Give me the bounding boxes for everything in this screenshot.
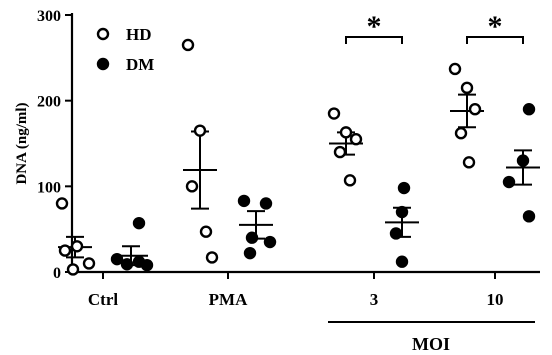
hd-point [327, 107, 341, 120]
dm-point [120, 258, 134, 271]
dm-point [245, 231, 259, 244]
moi-group-label: MOI [412, 334, 450, 354]
hd-point [70, 240, 84, 253]
hd-point [349, 133, 363, 146]
hd-point [82, 257, 96, 270]
x-tick-label: 10 [487, 290, 504, 309]
significance-star: * [367, 10, 382, 43]
hd-point [333, 145, 347, 159]
x-tick-label: Ctrl [88, 290, 118, 309]
hd-point [460, 81, 474, 95]
legend-dm-marker [96, 57, 110, 71]
legend-label: DM [126, 55, 154, 74]
y-axis-title: DNA (ng/ml) [14, 102, 30, 184]
hd-point [205, 251, 219, 264]
legend-label: HD [126, 25, 152, 44]
hd-point [55, 197, 69, 210]
hd-point [454, 127, 468, 140]
dm-point [395, 205, 409, 219]
hd-point [193, 124, 207, 137]
hd-point [462, 156, 476, 169]
y-tick-label: 0 [53, 265, 61, 282]
hd-point [448, 62, 462, 76]
dm-point [397, 181, 411, 195]
dm-point [259, 197, 273, 210]
y-tick-label: 300 [37, 8, 61, 25]
y-tick-label: 100 [37, 179, 61, 196]
significance-star: * [488, 10, 503, 43]
hd-point [181, 38, 195, 52]
hd-point [66, 263, 80, 276]
dm-point [110, 252, 124, 266]
dm-point [522, 103, 536, 116]
plot-area: 0 100 200 300 DNA (ng/ml) Ctrl PMA 3 10 MOI * * HD DM [14, 8, 540, 354]
dm-point [522, 210, 536, 223]
dm-point [237, 194, 251, 208]
dm-point [502, 175, 516, 189]
y-tick-label: 200 [37, 94, 61, 111]
dm-point [132, 216, 146, 230]
dm-point [395, 255, 409, 268]
legend-hd-marker [96, 27, 110, 41]
dm-point [516, 154, 530, 167]
significance-bracket [345, 36, 403, 44]
hd-point [185, 180, 199, 193]
dm-point [140, 258, 154, 272]
hd-point [343, 174, 357, 187]
hd-point [339, 126, 353, 139]
hd-point [58, 244, 72, 257]
x-tick-label: PMA [209, 290, 248, 309]
x-tick-label: 3 [370, 290, 379, 309]
dm-point [389, 227, 403, 240]
hd-point [199, 225, 213, 238]
significance-bracket [466, 36, 524, 44]
hd-point [468, 103, 482, 116]
dm-point [243, 246, 257, 260]
dm-point [263, 235, 277, 249]
